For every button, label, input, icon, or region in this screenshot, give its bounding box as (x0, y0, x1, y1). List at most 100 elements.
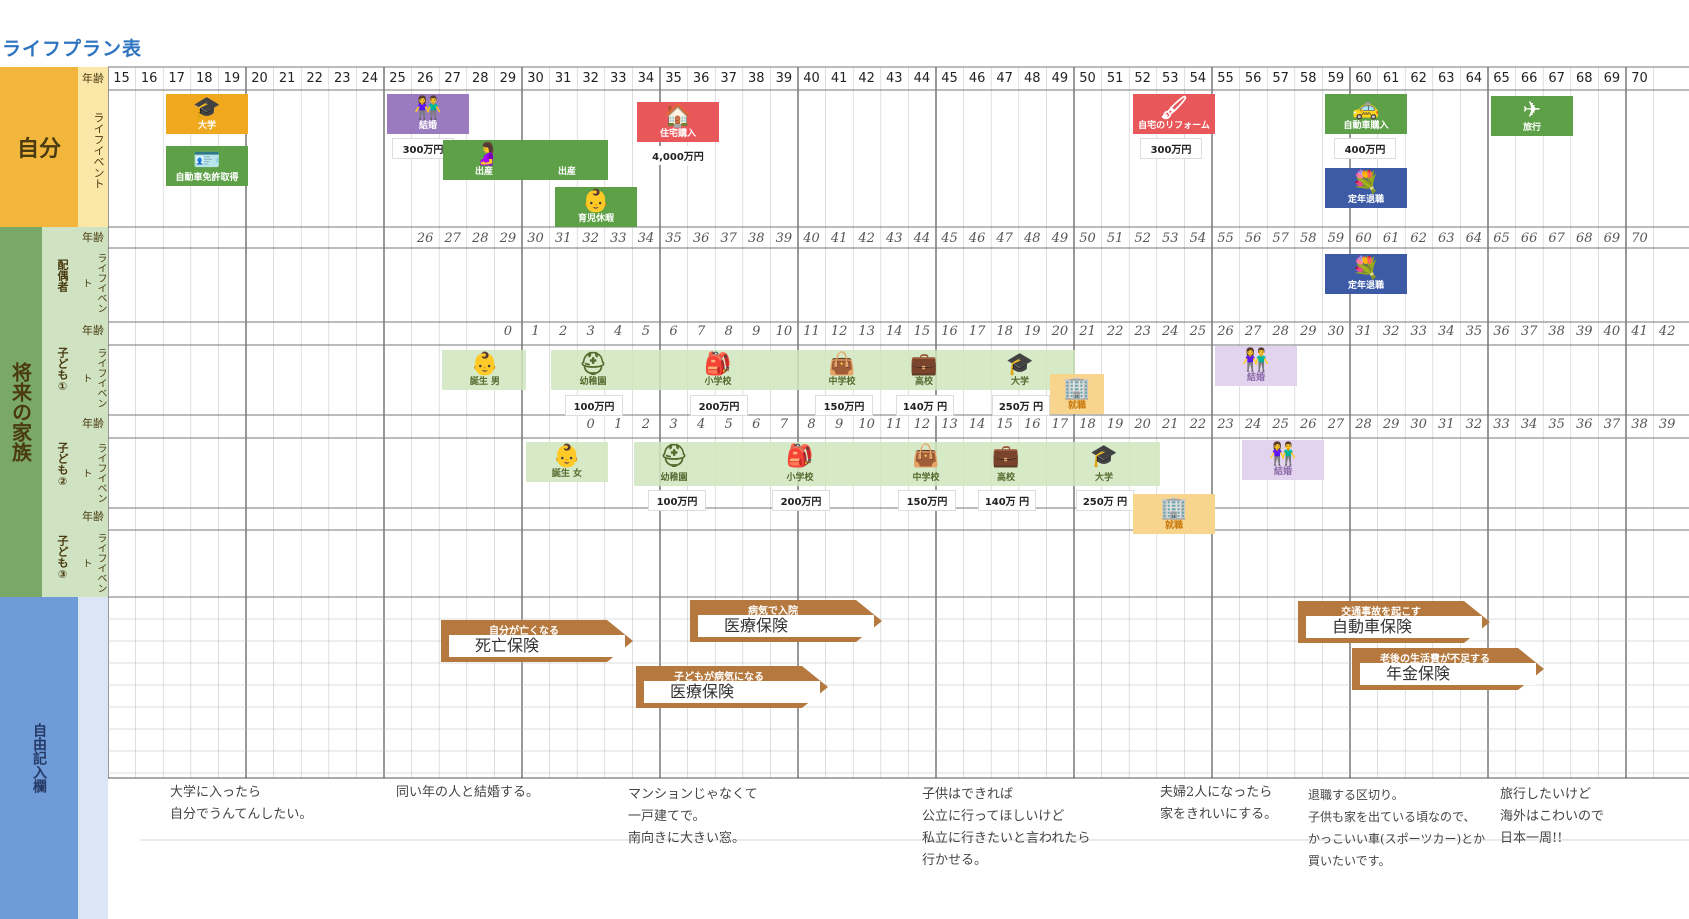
age-cell: 51 (1106, 231, 1124, 246)
age-cell: 42 (1658, 324, 1676, 339)
child1-birth-sticker: 👶 誕生 男 (446, 350, 524, 390)
age-cell: 41 (1631, 324, 1648, 339)
child1-event-label: ライフイベント (80, 348, 106, 408)
section-free: 自由記入欄 (0, 597, 78, 919)
paint-roller-icon: 🖌 (1160, 96, 1188, 121)
insurance-caption: 子どもが病気になる (674, 672, 764, 683)
age-cell: 38 (1548, 324, 1565, 339)
backpack-icon: 🎒 (786, 444, 814, 469)
age-cell: 16 (1024, 417, 1041, 432)
age-cell: 53 (1162, 71, 1179, 86)
age-cell: 25 (389, 71, 406, 86)
insurance-arrow-5: 老後の生活費が不足する 年金保険 (1352, 648, 1544, 690)
age-cell: 60 (1355, 71, 1372, 86)
age-cell: 36 (692, 71, 710, 86)
age-cell: 59 (1327, 231, 1345, 246)
age-cell: 30 (1327, 324, 1345, 339)
age-cell: 21 (1162, 417, 1179, 432)
age-cell: 43 (886, 231, 903, 246)
age-cell: 14 (886, 324, 903, 339)
graduation-cap-icon: 🎓 (1006, 352, 1034, 377)
age-cell: 30 (527, 71, 544, 86)
memo-note: 大学に入ったら 自分でうんてんしたい。 (170, 785, 313, 822)
age-cell: 39 (775, 231, 793, 246)
child1-high-label: 高校 (914, 377, 933, 387)
child2-birth-sticker: 👶 誕生 女 (530, 442, 604, 482)
self-event-label: ライフイベント (92, 111, 105, 189)
age-cell: 8 (724, 324, 733, 339)
child1-univ-cost: 250万 円 (992, 395, 1050, 416)
age-cell: 5 (724, 417, 733, 432)
age-cell: 22 (306, 71, 323, 86)
age-cell: 57 (1272, 71, 1289, 86)
child1-marriage-sticker: 👫 結婚 (1215, 346, 1297, 386)
reform-sticker: 🖌 自宅のリフォーム (1133, 94, 1215, 134)
university-label: 大学 (197, 121, 216, 131)
child2-junior-sticker: 👜 中学校 (888, 442, 964, 486)
age-cell: 29 (499, 231, 517, 246)
age-cell: 35 (665, 231, 682, 246)
insurance-text: 医療保険 (644, 681, 820, 703)
age-cell: 40 (1603, 324, 1621, 339)
age-cell: 35 (665, 71, 682, 86)
age-cell: 8 (807, 417, 816, 432)
pregnant-icon: 🤰 (473, 142, 501, 167)
age-cell: 3 (669, 417, 678, 432)
hat-icon: ⛑ (579, 352, 607, 377)
section-self: 自分 (0, 67, 78, 227)
age-cell: 32 (582, 71, 599, 86)
briefcase-icon: 💼 (910, 352, 938, 377)
memo-note: 夫婦2人になったら 家をきれいにする。 (1160, 785, 1278, 822)
house-cost: 4,000万円 (648, 146, 708, 165)
child1-job-sticker: 🏢 就職 (1050, 374, 1104, 414)
age-cell: 2 (558, 324, 568, 339)
age-cell: 7 (696, 324, 706, 339)
age-cell: 66 (1520, 231, 1538, 246)
family-sub-band (42, 227, 108, 597)
age-cell: 40 (803, 231, 820, 246)
school-bag-icon: 👜 (828, 352, 856, 377)
child2-marriage-sticker: 👫 結婚 (1242, 440, 1324, 480)
age-cell: 34 (637, 231, 655, 246)
age-cell: 36 (692, 231, 710, 246)
child2-age-label: 年齢 (82, 417, 104, 430)
age-cell: 21 (278, 71, 296, 86)
age-cell: 45 (941, 71, 958, 86)
age-cell: 31 (1355, 324, 1372, 339)
age-cell: 36 (1576, 417, 1593, 432)
age-cell: 26 (416, 231, 434, 246)
age-cell: 18 (996, 324, 1013, 339)
house-icon: 🏠 (664, 104, 692, 129)
child2-label: 子ども② (56, 442, 69, 488)
age-cell: 23 (1134, 324, 1151, 339)
age-cell: 28 (1355, 417, 1372, 432)
age-cell: 34 (637, 71, 655, 86)
age-cell: 62 (1410, 71, 1427, 86)
child1-junior-cost: 150万円 (815, 395, 873, 416)
child2-junior-label: 中学校 (912, 473, 940, 483)
spouse-event-label: ライフイベント (80, 253, 106, 313)
age-cell: 5 (641, 324, 651, 339)
travel-label: 旅行 (1522, 123, 1541, 133)
age-cell: 24 (1162, 324, 1179, 339)
insurance-text: 年金保険 (1360, 663, 1536, 685)
age-cell: 24 (361, 71, 379, 86)
age-cell: 20 (1134, 417, 1151, 432)
bouquet-icon: 💐 (1352, 256, 1380, 281)
age-cell: 39 (1576, 324, 1593, 339)
car-cost: 400万円 (1334, 138, 1396, 159)
school-bag-icon: 👜 (912, 444, 940, 469)
age-cell: 30 (1410, 417, 1427, 432)
age-cell: 63 (1438, 231, 1455, 246)
child2-univ-sticker: 🎓 大学 (1066, 442, 1142, 486)
child1-birth-label: 誕生 男 (469, 377, 501, 387)
age-cell: 49 (1051, 231, 1069, 246)
age-cell: 52 (1134, 231, 1151, 246)
age-cell: 56 (1244, 71, 1262, 86)
age-cell: 67 (1548, 231, 1565, 246)
section-free-label: 自由記入欄 (31, 723, 47, 793)
age-cell: 11 (803, 324, 820, 339)
retire-sticker: 💐 定年退職 (1325, 168, 1407, 208)
child1-junior-label: 中学校 (828, 377, 856, 387)
age-cell: 51 (1106, 71, 1124, 86)
